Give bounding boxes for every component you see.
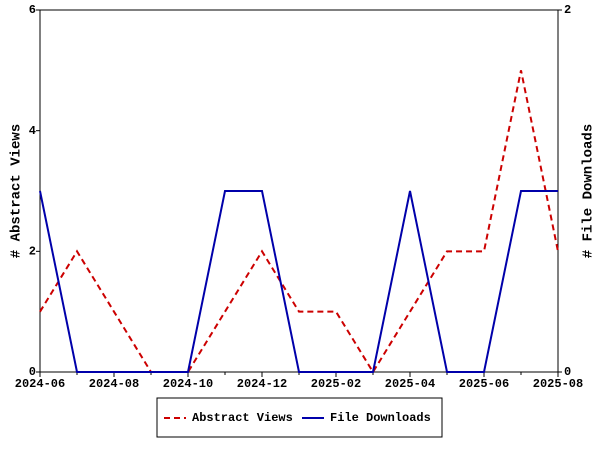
x-tick-label: 2025-04 — [385, 377, 435, 391]
x-tick-label: 2024-12 — [237, 377, 287, 391]
x-tick-label: 2024-06 — [15, 377, 65, 391]
y-tick-label: 4 — [29, 124, 36, 138]
x-tick-label: 2025-02 — [311, 377, 361, 391]
legend-box — [156, 397, 443, 438]
x-tick-label: 2025-06 — [459, 377, 509, 391]
y-tick-label: 6 — [29, 3, 36, 17]
x-tick-label: 2024-10 — [163, 377, 213, 391]
legend-label: Abstract Views — [192, 411, 293, 425]
plot-frame — [39, 9, 559, 373]
y-tick-label: 2 — [29, 245, 36, 259]
y2-tick-label: 0 — [564, 365, 571, 379]
series-line — [39, 70, 559, 374]
series-line — [39, 190, 558, 373]
y-axis-label: # Abstract Views — [9, 124, 25, 258]
y2-axis-label: # File Downloads — [581, 124, 597, 258]
x-tick-label: 2024-08 — [89, 377, 139, 391]
y2-tick-label: 2 — [564, 3, 571, 17]
y-tick-label: 0 — [29, 365, 36, 379]
legend-label: File Downloads — [330, 411, 431, 425]
x-tick-label: 2025-08 — [533, 377, 583, 391]
